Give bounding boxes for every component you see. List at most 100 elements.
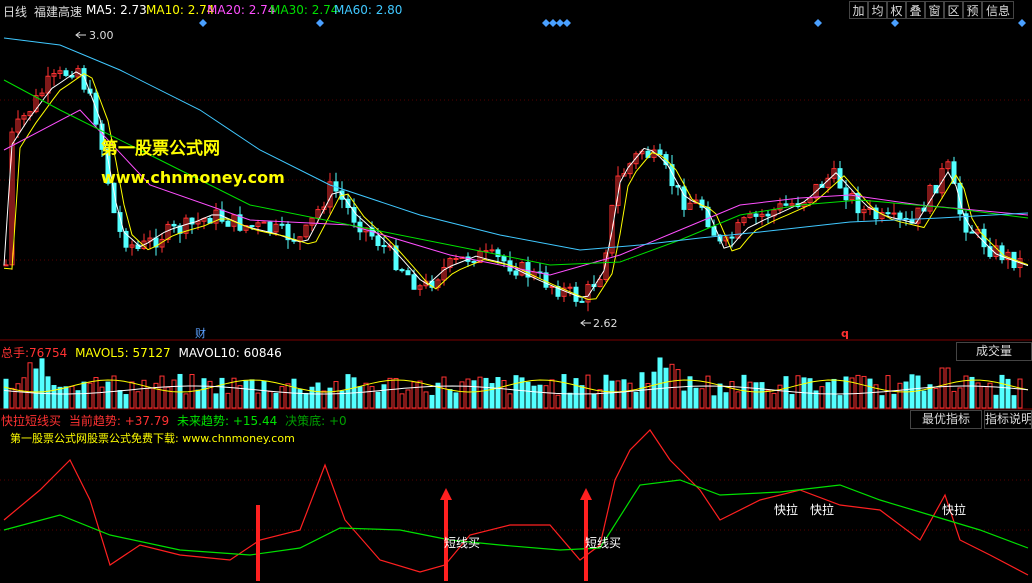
candle-body bbox=[603, 252, 609, 281]
volume-bar bbox=[945, 367, 951, 409]
candle-body bbox=[849, 192, 855, 201]
candle-body bbox=[711, 226, 717, 236]
volume-bar bbox=[615, 380, 621, 409]
candle-body bbox=[759, 213, 765, 217]
candle-body bbox=[117, 212, 123, 232]
candle-body bbox=[813, 183, 819, 199]
volume-bar bbox=[627, 382, 633, 409]
q-marker[interactable]: q bbox=[841, 327, 849, 340]
volume-bar bbox=[981, 386, 987, 409]
volume-bar bbox=[39, 358, 45, 409]
volume-bar bbox=[999, 374, 1005, 409]
button-quan[interactable]: 权 bbox=[887, 1, 906, 19]
high-price-marker: 3.00 bbox=[75, 29, 114, 42]
candle-body bbox=[615, 175, 621, 206]
candle-body bbox=[729, 236, 735, 239]
low-price-marker: 2.62 bbox=[580, 317, 618, 330]
candle-body bbox=[669, 164, 675, 187]
volume-bar bbox=[231, 377, 237, 409]
candle-body bbox=[123, 230, 129, 248]
volume-bar bbox=[789, 394, 795, 409]
volume-bar bbox=[621, 379, 627, 409]
candle-body bbox=[885, 212, 891, 215]
candle-body bbox=[657, 149, 663, 156]
button-yu[interactable]: 预 bbox=[963, 1, 982, 19]
volume-bar bbox=[735, 391, 741, 409]
candle-body bbox=[255, 222, 261, 227]
volume-bar bbox=[9, 387, 15, 409]
candle-body bbox=[807, 197, 813, 203]
volume-bar bbox=[129, 381, 135, 409]
candle-body bbox=[897, 212, 903, 219]
volume-bar bbox=[567, 392, 573, 409]
signal-bar bbox=[256, 505, 260, 581]
signal-label-quick-pull-3: 快拉 bbox=[942, 502, 966, 517]
volume-bar bbox=[675, 369, 681, 409]
svg-text:3.00: 3.00 bbox=[89, 29, 114, 42]
finance-marker[interactable]: 财 bbox=[195, 326, 206, 340]
signal-label-quick-pull-2: 快拉 bbox=[810, 502, 834, 517]
volume-bar bbox=[315, 382, 321, 409]
button-jia[interactable]: 加 bbox=[849, 1, 868, 19]
button-jun[interactable]: 均 bbox=[868, 1, 887, 19]
volume-bar bbox=[153, 382, 159, 409]
button-chuang[interactable]: 窗 bbox=[925, 1, 944, 19]
mavol5-line bbox=[3, 379, 1029, 393]
volume-indicator-button[interactable]: 成交量 bbox=[956, 342, 1032, 361]
volume-bar bbox=[993, 394, 999, 409]
best-indicator-button[interactable]: 最优指标 bbox=[910, 410, 982, 429]
volume-bar bbox=[573, 378, 579, 409]
volume-average-lines bbox=[3, 379, 1029, 395]
candle-body bbox=[261, 221, 267, 224]
candle-body bbox=[675, 185, 681, 188]
volume-bar bbox=[321, 390, 327, 409]
candle-body bbox=[15, 118, 21, 133]
volume-bar bbox=[363, 382, 369, 409]
volume-bar bbox=[21, 377, 27, 409]
signal-label-short-buy-1: 短线买 bbox=[444, 536, 480, 550]
volume-bar bbox=[159, 375, 165, 409]
volume-bar bbox=[375, 391, 381, 409]
volume-bar bbox=[123, 394, 129, 409]
candle-body bbox=[687, 202, 693, 210]
volume-bars bbox=[3, 357, 1023, 409]
event-markers[interactable] bbox=[199, 19, 1026, 27]
candle-body bbox=[837, 168, 843, 189]
candle-body bbox=[213, 209, 219, 224]
volume-bar bbox=[141, 379, 147, 409]
volume-bar bbox=[417, 380, 423, 409]
volume-bar bbox=[759, 382, 765, 409]
volume-bar bbox=[915, 375, 921, 409]
period-label[interactable]: 日线 bbox=[3, 5, 28, 19]
candlesticks bbox=[3, 65, 1023, 312]
candle-body bbox=[993, 245, 999, 257]
button-die[interactable]: 叠 bbox=[906, 1, 925, 19]
stock-name: 福建高速 bbox=[34, 5, 83, 19]
volume-bar bbox=[819, 386, 825, 409]
volume-bar bbox=[105, 381, 111, 409]
volume-bar bbox=[303, 392, 309, 409]
ma30-line bbox=[3, 79, 1029, 266]
volume-bar bbox=[855, 374, 861, 409]
volume-bar bbox=[687, 376, 693, 409]
button-qu[interactable]: 区 bbox=[944, 1, 963, 19]
indicator-red-line bbox=[3, 429, 1029, 576]
candle-body bbox=[843, 187, 849, 201]
volume-bar bbox=[117, 390, 123, 409]
candle-body bbox=[393, 245, 399, 271]
volume-bar bbox=[531, 385, 537, 409]
volume-bar bbox=[453, 392, 459, 409]
candle-body bbox=[945, 161, 951, 170]
volume-bar bbox=[411, 381, 417, 409]
candle-body bbox=[579, 300, 585, 303]
volume-bar bbox=[99, 386, 105, 409]
candle-body bbox=[441, 267, 447, 281]
candle-body bbox=[171, 223, 177, 227]
indicator-explain-button[interactable]: 指标说明 bbox=[984, 410, 1032, 429]
candle-body bbox=[765, 213, 771, 217]
volume-bar bbox=[549, 379, 555, 409]
button-info[interactable]: 信息 bbox=[982, 1, 1014, 19]
candle-body bbox=[27, 111, 33, 117]
candle-body bbox=[141, 240, 147, 250]
